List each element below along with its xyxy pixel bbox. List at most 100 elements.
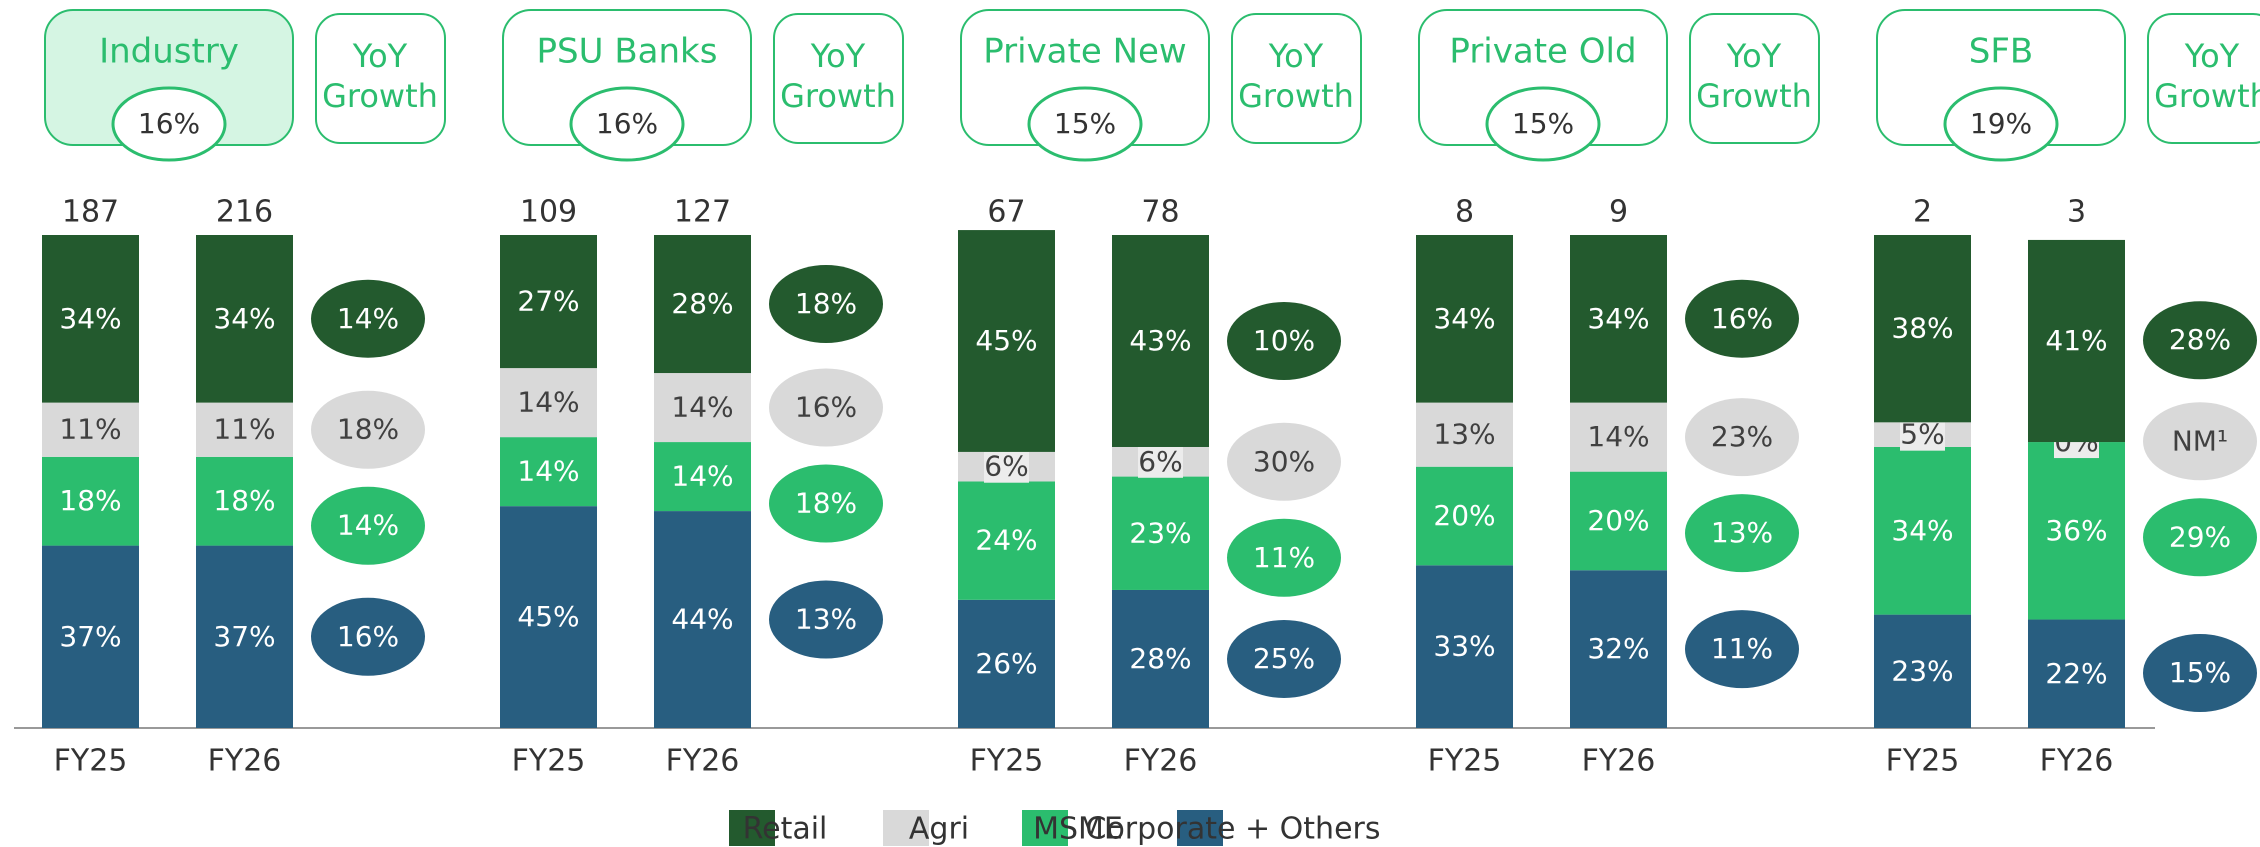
bar-segment (196, 456, 293, 546)
yoy-ellipse (2143, 301, 2257, 380)
yoy-ellipse (311, 279, 425, 358)
x-tick-label: FY25 (1886, 744, 1960, 779)
bar-segment (2028, 619, 2125, 728)
bar-segment (500, 437, 597, 507)
yoy-ellipse (2143, 402, 2257, 481)
group-growth: 16% (138, 107, 200, 140)
yoy-header (1231, 13, 1362, 144)
bar-segment (42, 545, 139, 728)
label-box (1900, 418, 1945, 451)
bar-segment (1112, 235, 1209, 447)
segment-label: 11% (59, 413, 121, 446)
yoy-label: 16% (337, 620, 399, 653)
legend-label: Agri (909, 812, 969, 847)
yoy-label: 18% (337, 413, 399, 446)
legend-label: Corporate + Others (1086, 812, 1381, 847)
yoy-label: 11% (1253, 541, 1315, 574)
x-tick-label: FY26 (2040, 744, 2114, 779)
group-title: Private Old (1449, 32, 1636, 72)
yoy-heading: YoY (1726, 37, 1782, 75)
segment-label: 44% (671, 603, 733, 636)
segment-label: 28% (671, 287, 733, 320)
yoy-label: 30% (1253, 445, 1315, 478)
x-tick-label: FY25 (1428, 744, 1502, 779)
group-title: Private New (983, 32, 1187, 72)
bar-segment (2028, 239, 2125, 443)
yoy-ellipse (769, 265, 883, 344)
x-tick-label: FY26 (666, 744, 740, 779)
bar-segment (42, 402, 139, 457)
yoy-label: 11% (1711, 632, 1773, 665)
segment-label: 36% (2045, 514, 2107, 547)
yoy-heading: YoY (352, 37, 408, 75)
group-growth-ellipse (111, 86, 227, 162)
segment-label: 23% (1129, 516, 1191, 549)
yoy-ellipse (1685, 494, 1799, 573)
segment-label: 34% (1587, 302, 1649, 335)
yoy-ellipse (1227, 422, 1341, 501)
group-growth-ellipse (1027, 86, 1143, 162)
yoy-label: 23% (1711, 420, 1773, 453)
yoy-ellipse (769, 580, 883, 659)
bar-total: 67 (987, 195, 1025, 230)
bar-segment (654, 442, 751, 512)
x-tick-label: FY25 (512, 744, 586, 779)
yoy-header (2147, 13, 2260, 144)
segment-label: 34% (1891, 514, 1953, 547)
group-title: PSU Banks (537, 32, 718, 72)
group-title: Industry (99, 32, 239, 72)
bar-total: 2 (1913, 195, 1932, 230)
bar-segment (1112, 589, 1209, 728)
yoy-label: NM¹ (2172, 424, 2228, 457)
yoy-label: 14% (337, 302, 399, 335)
segment-label: 34% (1433, 302, 1495, 335)
bar-total: 8 (1455, 195, 1474, 230)
segment-label: 14% (671, 460, 733, 493)
segment-label: 38% (1891, 312, 1953, 345)
group-growth: 15% (1054, 107, 1116, 140)
bar-segment (1570, 570, 1667, 728)
bar-segment (196, 545, 293, 728)
legend-swatch (1177, 810, 1223, 846)
yoy-header (773, 13, 904, 144)
legend-label: Retail (743, 812, 828, 847)
segment-label: 41% (2045, 324, 2107, 357)
yoy-label: 28% (2169, 323, 2231, 356)
yoy-heading: YoY (810, 37, 866, 75)
segment-label: 45% (975, 324, 1037, 357)
segment-label: 33% (1433, 630, 1495, 663)
bar-segment (1416, 235, 1513, 403)
yoy-ellipse (769, 464, 883, 543)
segment-label: 26% (975, 647, 1037, 680)
yoy-ellipse (2143, 498, 2257, 577)
bar-total: 78 (1141, 195, 1179, 230)
segment-label: 14% (517, 455, 579, 488)
bar-segment (1874, 446, 1971, 615)
yoy-label: 18% (795, 287, 857, 320)
x-tick-label: FY26 (208, 744, 282, 779)
yoy-heading: Growth (322, 77, 438, 115)
yoy-label: 29% (2169, 520, 2231, 553)
yoy-ellipse (769, 368, 883, 447)
segment-label: 14% (1587, 420, 1649, 453)
legend-label: MSME (1033, 812, 1123, 847)
yoy-heading: Growth (1696, 77, 1812, 115)
segment-label: 18% (213, 484, 275, 517)
yoy-label: 16% (1711, 302, 1773, 335)
bar-segment (958, 230, 1055, 452)
group-growth: 19% (1970, 107, 2032, 140)
bar-segment (654, 511, 751, 728)
yoy-label: 15% (2169, 656, 2231, 689)
yoy-ellipse (311, 390, 425, 469)
segment-label: 34% (213, 302, 275, 335)
bar-segment (1570, 235, 1667, 403)
segment-label: 34% (59, 302, 121, 335)
bar-segment (500, 368, 597, 438)
segment-label: 11% (213, 413, 275, 446)
yoy-header (315, 13, 446, 144)
x-tick-label: FY25 (54, 744, 128, 779)
segment-label: 13% (1433, 418, 1495, 451)
yoy-label: 16% (795, 391, 857, 424)
